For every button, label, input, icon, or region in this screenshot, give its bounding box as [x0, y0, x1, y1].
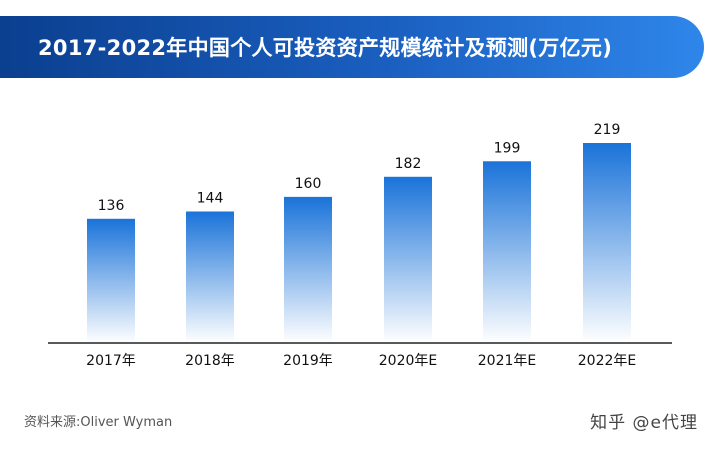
bar-2022年E: [583, 143, 631, 343]
value-label: 136: [98, 198, 125, 214]
category-label: 2018年: [185, 353, 235, 369]
bar-2018年: [186, 211, 234, 343]
category-label: 2020年E: [379, 353, 437, 369]
bar-2020年E: [384, 176, 432, 343]
category-label: 2021年E: [478, 353, 536, 369]
category-label: 2022年E: [578, 353, 636, 369]
value-label: 219: [594, 122, 621, 138]
chart-title: 2017-2022年中国个人可投资资产规模统计及预测(万亿元): [38, 36, 613, 60]
value-label: 144: [197, 190, 224, 206]
bar-2021年E: [483, 161, 531, 343]
bars-group: 136 2017年 144 2018年 160 2019年 182 2020年E 199 2021…: [86, 122, 636, 369]
value-label: 199: [494, 140, 521, 156]
category-label: 2017年: [86, 353, 136, 369]
value-label: 160: [295, 176, 322, 192]
watermark-brand: 知乎 @e代理: [590, 413, 698, 433]
title-banner: 2017-2022年中国个人可投资资产规模统计及预测(万亿元): [0, 16, 704, 78]
category-label: 2019年: [283, 353, 333, 369]
value-label: 182: [395, 156, 422, 172]
bar-2019年: [284, 196, 332, 343]
bar-2017年: [87, 218, 135, 343]
source-note: 资料来源:Oliver Wyman: [24, 415, 173, 430]
